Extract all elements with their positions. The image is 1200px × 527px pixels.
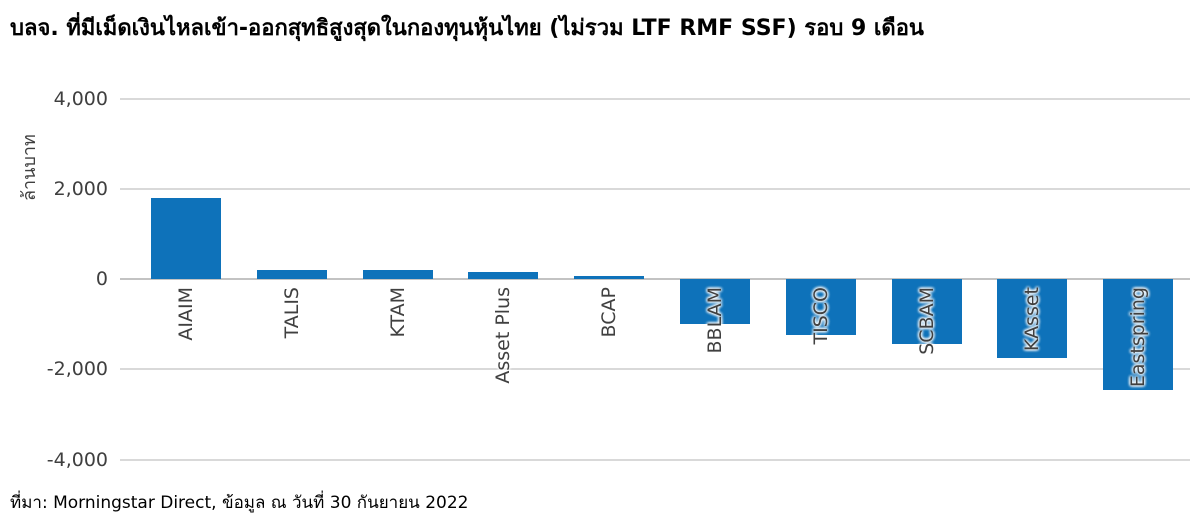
y-tick-label: 4,000 — [53, 87, 108, 110]
y-tick-label: 2,000 — [53, 177, 108, 200]
category-label-tisco: TISCO — [809, 287, 832, 345]
gridline — [120, 187, 1190, 190]
y-tick-label: -4,000 — [46, 448, 108, 471]
category-label-ktam: KTAM — [386, 287, 409, 338]
category-label-aiaim: AIAIM — [175, 287, 197, 341]
bar-talis — [256, 269, 327, 279]
source-note: ที่มา: Morningstar Direct, ข้อมูล ณ วันท… — [10, 493, 469, 513]
gridline — [120, 458, 1190, 461]
bar-asset-plus — [468, 272, 539, 279]
y-tick-label: 0 — [95, 268, 108, 290]
bar-tisco — [785, 279, 856, 336]
category-label-talis: TALIS — [280, 287, 303, 339]
bar-bcap — [574, 276, 645, 279]
category-label-eastspring: Eastspring — [1127, 287, 1150, 388]
bar-eastspring — [1103, 279, 1174, 390]
bar-kasset — [997, 279, 1068, 358]
gridline — [120, 97, 1190, 100]
category-label-bblam: BBLAM — [704, 287, 726, 354]
bar-bblam — [680, 279, 750, 325]
zero-gridline — [120, 278, 1190, 280]
category-label-asset-plus: Asset Plus — [492, 287, 515, 384]
bar-aiaim — [151, 197, 221, 279]
category-label-kasset: KAsset — [1021, 287, 1044, 352]
category-label-scbam: SCBAM — [915, 287, 938, 355]
y-tick-label: -2,000 — [46, 358, 108, 381]
category-label-bcap: BCAP — [598, 287, 621, 338]
bar-ktam — [362, 269, 433, 279]
chart-title: บลจ. ที่มีเม็ดเงินไหลเข้า-ออกสุทธิสูงสุด… — [10, 16, 924, 41]
bar-scbam — [891, 279, 962, 345]
gridline — [120, 368, 1190, 371]
